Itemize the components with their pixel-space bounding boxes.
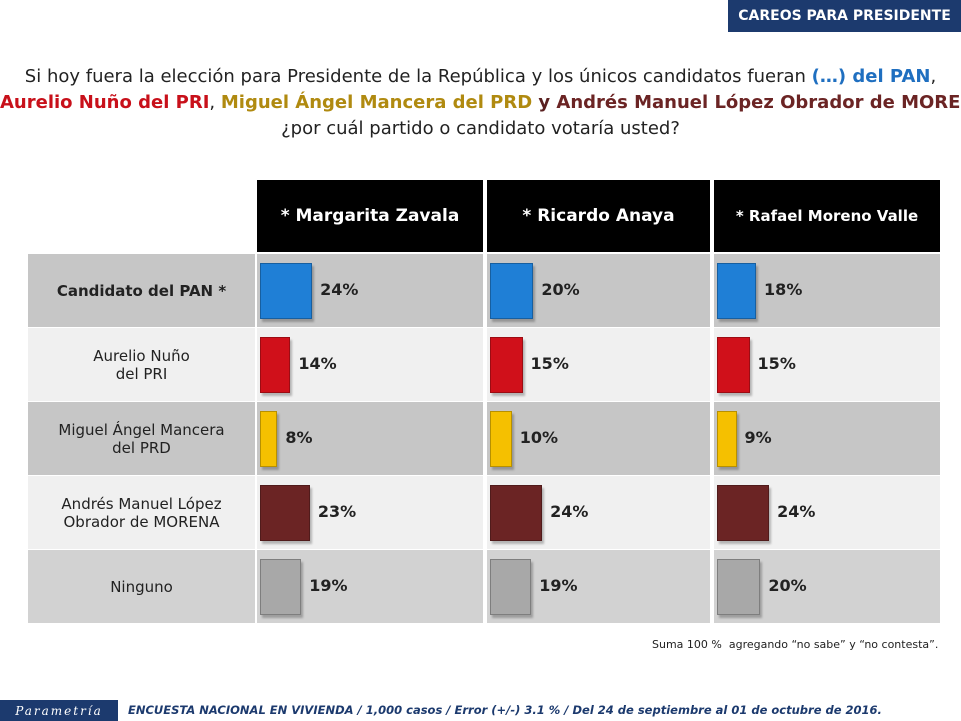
bar xyxy=(260,559,302,615)
row-background xyxy=(714,402,940,475)
row-background xyxy=(714,328,940,401)
question-line: Si hoy fuera la elección para Presidente… xyxy=(0,66,961,87)
value-label: 20% xyxy=(541,280,580,299)
question-text: Aurelio Nuño del PRI xyxy=(0,92,210,113)
question-text: ¿por cuál partido o candidato votaría us… xyxy=(281,118,680,139)
category-label: Andrés Manuel López Obrador de MORENA xyxy=(61,494,222,531)
bar xyxy=(260,263,313,319)
bar xyxy=(490,411,512,467)
row-background xyxy=(257,328,483,401)
category-cell: Candidato del PAN * xyxy=(28,254,255,327)
question-line: ¿por cuál partido o candidato votaría us… xyxy=(0,118,961,139)
column-title: * Rafael Moreno Valle xyxy=(714,180,940,252)
bar xyxy=(260,485,310,541)
bar xyxy=(717,485,770,541)
question-text: y xyxy=(532,92,557,113)
footer: ENCUESTA NACIONAL EN VIVIENDA / 1,000 ca… xyxy=(128,703,882,717)
category-label: Aurelio Nuño del PRI xyxy=(93,346,190,383)
value-label: 19% xyxy=(309,576,348,595)
column-title: * Ricardo Anaya xyxy=(487,180,710,252)
value-label: 15% xyxy=(530,354,569,373)
value-label: 24% xyxy=(777,502,816,521)
bar xyxy=(490,337,523,393)
value-label: 24% xyxy=(550,502,589,521)
bar xyxy=(490,263,534,319)
value-label: 8% xyxy=(285,428,313,447)
value-label: 14% xyxy=(298,354,337,373)
bar xyxy=(260,411,278,467)
value-label: 20% xyxy=(768,576,807,595)
category-cell: Ninguno xyxy=(28,550,255,623)
category-cell: Andrés Manuel López Obrador de MORENA xyxy=(28,476,255,549)
value-label: 15% xyxy=(757,354,796,373)
bar xyxy=(717,411,737,467)
question-text: Miguel Ángel Mancera del PRD xyxy=(220,92,533,113)
question-text: , xyxy=(209,92,221,113)
value-label: 9% xyxy=(744,428,772,447)
value-label: 24% xyxy=(320,280,359,299)
question-text: Si hoy fuera la elección para Presidente… xyxy=(24,66,812,87)
bar xyxy=(717,337,750,393)
row-background xyxy=(487,402,710,475)
value-label: 23% xyxy=(317,502,357,521)
category-label: Candidato del PAN * xyxy=(56,281,227,300)
value-label: 10% xyxy=(519,428,558,447)
question-text: , xyxy=(930,66,937,87)
bar xyxy=(717,263,757,319)
header: CAREOS PARA PRESIDENTE xyxy=(728,0,961,32)
value-label: 18% xyxy=(764,280,803,299)
bar xyxy=(490,485,543,541)
value-label: 19% xyxy=(539,576,578,595)
category-cell: Aurelio Nuño del PRI xyxy=(28,328,255,401)
note: Suma 100 % agregando “no sabe” y “no con… xyxy=(652,638,939,651)
logo: Parametría xyxy=(0,700,118,721)
category-label: Ninguno xyxy=(110,577,173,596)
bar xyxy=(490,559,532,615)
bar xyxy=(260,337,291,393)
category-label: Miguel Ángel Mancera del PRD xyxy=(58,420,225,457)
category-cell: Miguel Ángel Mancera del PRD xyxy=(28,402,255,475)
question-text: Andrés Manuel López Obrador de MORENA xyxy=(556,92,961,113)
question-line: Aurelio Nuño del PRI, Miguel Ángel Mance… xyxy=(0,92,961,113)
question-text: (…) del PAN xyxy=(811,66,931,87)
bar xyxy=(717,559,761,615)
row-background xyxy=(487,328,710,401)
row-background xyxy=(257,402,483,475)
column-title: * Margarita Zavala xyxy=(257,180,483,252)
